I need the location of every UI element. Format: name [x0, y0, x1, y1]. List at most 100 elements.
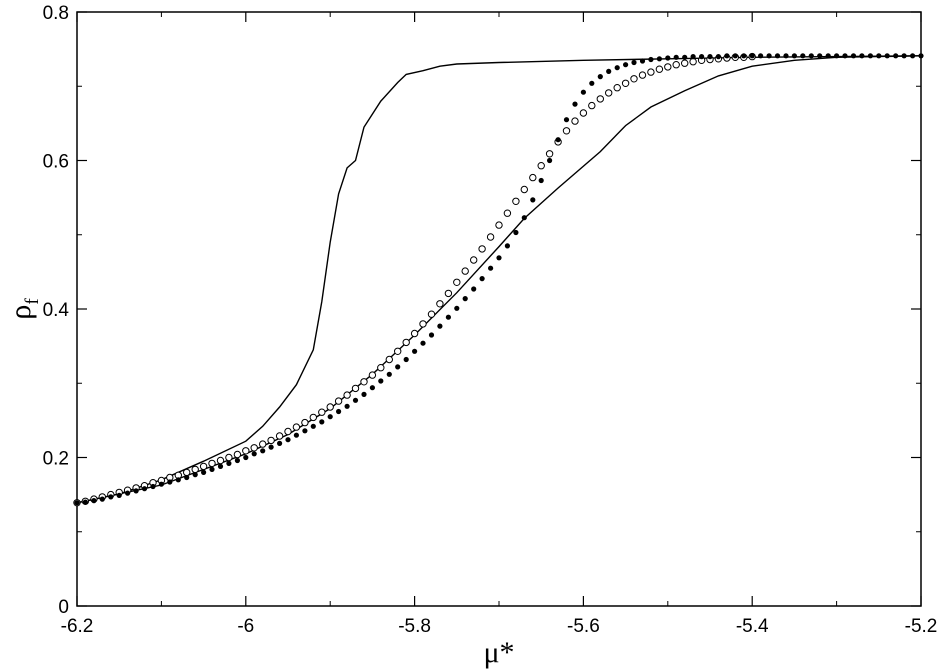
- open-circle-point: [402, 338, 410, 347]
- filled-point: [867, 53, 874, 59]
- filled-point: [918, 53, 924, 59]
- filled-point: [884, 53, 890, 59]
- filled-point: [538, 177, 544, 184]
- filled-point: [302, 428, 308, 434]
- filled-point: [850, 53, 857, 59]
- open-circle-point: [503, 209, 512, 217]
- open-circle-point: [334, 397, 343, 405]
- filled-point: [82, 499, 88, 505]
- filled-point: [428, 332, 435, 338]
- open-circle-point: [537, 162, 545, 170]
- filled-point: [125, 490, 131, 496]
- filled-point: [732, 53, 738, 59]
- y-tick-label: 0.4: [43, 300, 70, 321]
- filled-point: [454, 305, 460, 311]
- filled-point: [648, 56, 654, 63]
- filled-point: [234, 457, 240, 464]
- filled-point: [530, 197, 536, 203]
- filled-point: [192, 472, 198, 478]
- filled-point: [369, 385, 375, 391]
- open-circle-point: [613, 84, 621, 92]
- filled-point: [749, 53, 755, 59]
- filled-point: [724, 53, 730, 59]
- filled-point: [243, 454, 249, 461]
- filled-point: [910, 53, 916, 59]
- filled-point: [859, 53, 865, 59]
- open-circle-point: [655, 65, 664, 73]
- open-circle-point: [596, 95, 604, 103]
- filled-point: [395, 364, 401, 370]
- filled-point: [665, 55, 671, 61]
- y-axis-title-sub: f: [22, 298, 43, 305]
- filled-point: [260, 448, 266, 454]
- open-circle-point: [377, 364, 385, 372]
- open-circle-point: [621, 79, 630, 88]
- open-circle-point: [259, 440, 267, 448]
- open-circle-point: [360, 378, 368, 386]
- filled-point: [766, 53, 772, 59]
- x-tick-label: -5.6: [567, 616, 600, 637]
- open-circle-point: [638, 71, 647, 79]
- open-circle-point: [486, 233, 495, 241]
- open-circle-point: [444, 289, 453, 298]
- filled-point: [91, 498, 97, 504]
- filled-point: [707, 54, 713, 60]
- open-circle-point: [309, 413, 317, 422]
- open-circle-point: [647, 68, 655, 76]
- open-circle-point: [461, 267, 469, 275]
- open-circle-point: [419, 320, 427, 328]
- filled-point: [623, 62, 629, 68]
- filled-point: [800, 53, 806, 59]
- filled-point: [403, 356, 409, 363]
- filled-point: [563, 117, 570, 123]
- y-tick-label: 0.2: [43, 449, 69, 470]
- filled-point: [361, 391, 367, 397]
- open-circle-point: [191, 465, 199, 474]
- filled-point: [699, 54, 705, 60]
- open-circle-point: [681, 59, 689, 67]
- open-circle-point: [427, 310, 436, 318]
- x-tick-label: -5.8: [398, 616, 431, 637]
- filled-point: [682, 54, 688, 60]
- open-circle-point: [368, 371, 377, 379]
- filled-point: [614, 65, 620, 71]
- plot-frame: [76, 11, 922, 607]
- open-circle-point: [343, 391, 351, 399]
- filled-point: [876, 53, 882, 59]
- open-circle-point: [545, 150, 554, 158]
- filled-point: [437, 323, 443, 329]
- filled-point: [175, 477, 181, 483]
- filled-point: [285, 437, 291, 443]
- open-circle-point: [183, 468, 191, 477]
- open-circle-point: [436, 300, 444, 308]
- filled-point: [673, 54, 679, 60]
- filled-point: [378, 378, 384, 384]
- x-axis-title: μ*: [483, 636, 514, 669]
- open-circle-point: [318, 408, 326, 416]
- open-circle-point: [233, 450, 242, 459]
- open-circle-point: [579, 109, 588, 117]
- x-tick-label: -6: [237, 616, 254, 637]
- filled-point: [631, 59, 637, 66]
- x-tick-label: -6.2: [61, 616, 94, 637]
- filled-point: [513, 229, 519, 236]
- filled-point: [319, 419, 325, 425]
- filled-point: [504, 243, 510, 249]
- y-axis-title-main: ρ: [4, 305, 37, 320]
- y-tick-label: 0: [58, 597, 69, 618]
- filled-point: [150, 483, 156, 490]
- open-circle-point: [588, 101, 596, 110]
- open-circle-point: [664, 63, 672, 71]
- open-circle-point: [216, 456, 225, 465]
- open-circle-point: [394, 347, 402, 355]
- open-circle-point: [562, 127, 571, 135]
- filled-point: [580, 89, 587, 95]
- filled-point: [445, 314, 451, 320]
- filled-point: [352, 397, 359, 403]
- filled-point: [201, 469, 207, 475]
- filled-point: [293, 432, 299, 438]
- filled-point: [572, 101, 578, 107]
- y-axis-title: ρf: [4, 298, 43, 320]
- open-circle-point: [478, 245, 486, 253]
- open-circle-point: [199, 462, 208, 471]
